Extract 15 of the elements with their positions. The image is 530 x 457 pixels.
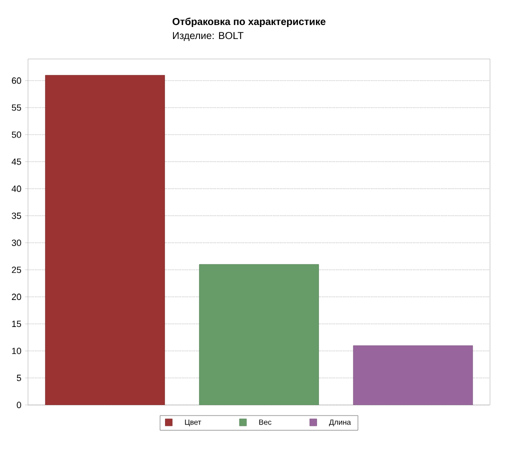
- y-tick-label: 30: [12, 240, 22, 246]
- y-tick-label: 25: [12, 266, 22, 274]
- y-tick-label: 15: [12, 320, 22, 328]
- y-tick-label: 40: [12, 186, 22, 192]
- y-tick-label: 0: [16, 402, 22, 408]
- chart-subtitle: Изделие: BOLT: [173, 32, 244, 41]
- y-tick-label: 45: [12, 158, 22, 165]
- chart-title: Отбраковка по характеристике: [172, 18, 326, 28]
- y-tick-label: 10: [12, 348, 22, 354]
- y-tick-label: 20: [12, 294, 22, 300]
- y-tick-label: 50: [12, 131, 22, 138]
- y-tick-label: 60: [12, 77, 22, 84]
- y-tick-label: 55: [12, 104, 22, 111]
- y-tick-label: 5: [16, 374, 22, 382]
- y-tick-label: 35: [12, 212, 22, 219]
